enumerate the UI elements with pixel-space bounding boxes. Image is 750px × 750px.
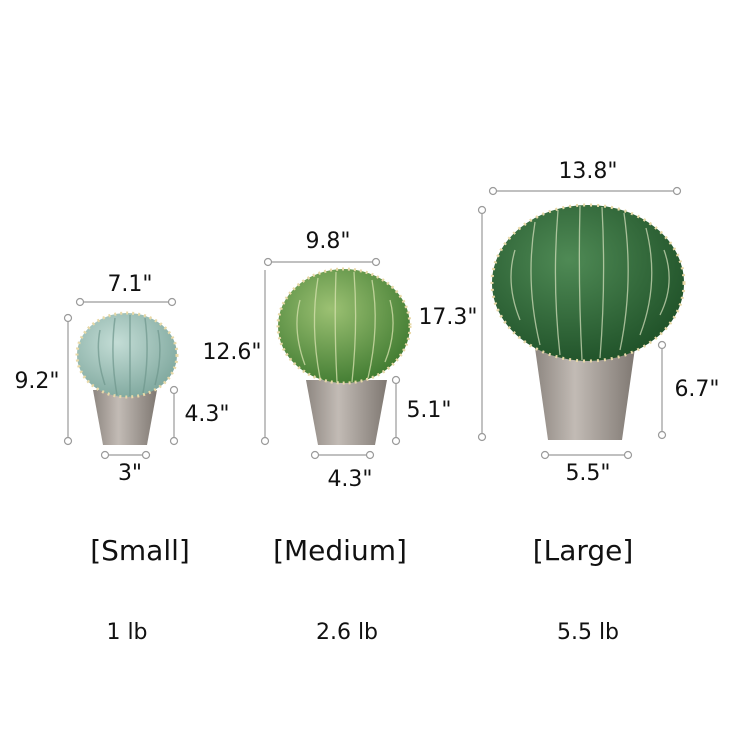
size-label-large: [Large] xyxy=(533,534,634,567)
weight-medium: 2.6 lb xyxy=(316,620,378,645)
large-dimensions: 13.8" 17.3" 6.7" 5.5" xyxy=(418,159,719,486)
small-dimensions: 7.1" 9.2" 4.3" 3" xyxy=(14,272,229,486)
size-label-medium: [Medium] xyxy=(273,534,407,567)
medium-total-width: 9.8" xyxy=(305,229,350,254)
medium-dimensions: 9.8" 12.6" 5.1" 4.3" xyxy=(202,229,451,492)
large-cactus xyxy=(490,203,686,440)
large-pot-height: 6.7" xyxy=(674,377,719,402)
medium-cactus-ball xyxy=(276,267,412,385)
medium-cactus xyxy=(276,267,412,445)
small-total-height: 9.2" xyxy=(14,369,59,394)
large-total-height: 17.3" xyxy=(418,305,477,330)
small-pot-width: 3" xyxy=(118,461,142,486)
small-cactus xyxy=(75,311,179,445)
medium-pot xyxy=(306,380,387,445)
medium-total-height: 12.6" xyxy=(202,340,261,365)
small-cactus-ball xyxy=(75,311,179,399)
large-cactus-ball xyxy=(490,203,686,363)
weight-small: 1 lb xyxy=(106,620,147,645)
large-total-width: 13.8" xyxy=(558,159,617,184)
small-pot-height: 4.3" xyxy=(184,402,229,427)
large-pot-width: 5.5" xyxy=(565,461,610,486)
medium-pot-height: 5.1" xyxy=(406,398,451,423)
weight-large: 5.5 lb xyxy=(557,620,619,645)
size-label-small: [Small] xyxy=(90,534,190,567)
large-pot xyxy=(535,348,635,440)
medium-pot-width: 4.3" xyxy=(327,467,372,492)
small-pot xyxy=(93,390,157,445)
small-total-width: 7.1" xyxy=(107,272,152,297)
